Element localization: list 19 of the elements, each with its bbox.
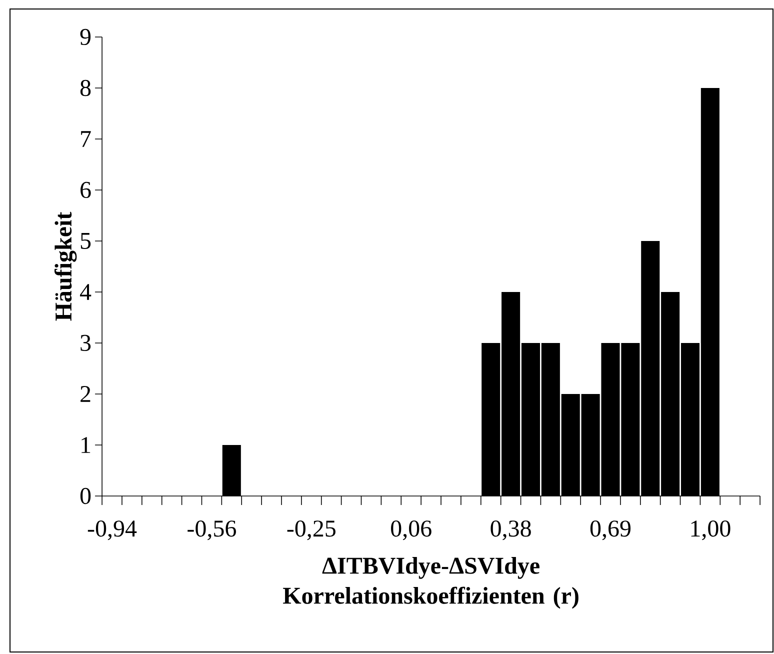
y-tick-label: 4 [80, 284, 92, 300]
x-tick-label: 1,00 [691, 520, 730, 540]
x-tick-label: -0,94 [88, 520, 137, 540]
x-axis-title: ΔITBVIdye-ΔSVIdye Korrelationskoeffizienten (r) [283, 556, 578, 609]
y-tick-label: 0 [80, 488, 91, 504]
y-tick-label: 6 [80, 182, 91, 198]
x-tick-label: 0,38 [490, 520, 531, 540]
y-axis-title: Häufigkeit [54, 212, 77, 321]
x-tick-label: -0,56 [188, 520, 236, 540]
y-tick-label: 7 [81, 131, 91, 147]
y-tick-label: 1 [82, 437, 90, 453]
x-tick-label: 0,06 [391, 520, 432, 540]
y-tick-label: 5 [80, 233, 91, 249]
x-tick-label: -0,25 [287, 520, 336, 540]
y-tick-label: 8 [80, 80, 91, 96]
y-tick-label: 2 [80, 386, 90, 402]
y-tick-label: 9 [80, 28, 91, 46]
x-tick-label: 0,69 [590, 520, 631, 540]
y-tick-label: 3 [80, 334, 91, 352]
